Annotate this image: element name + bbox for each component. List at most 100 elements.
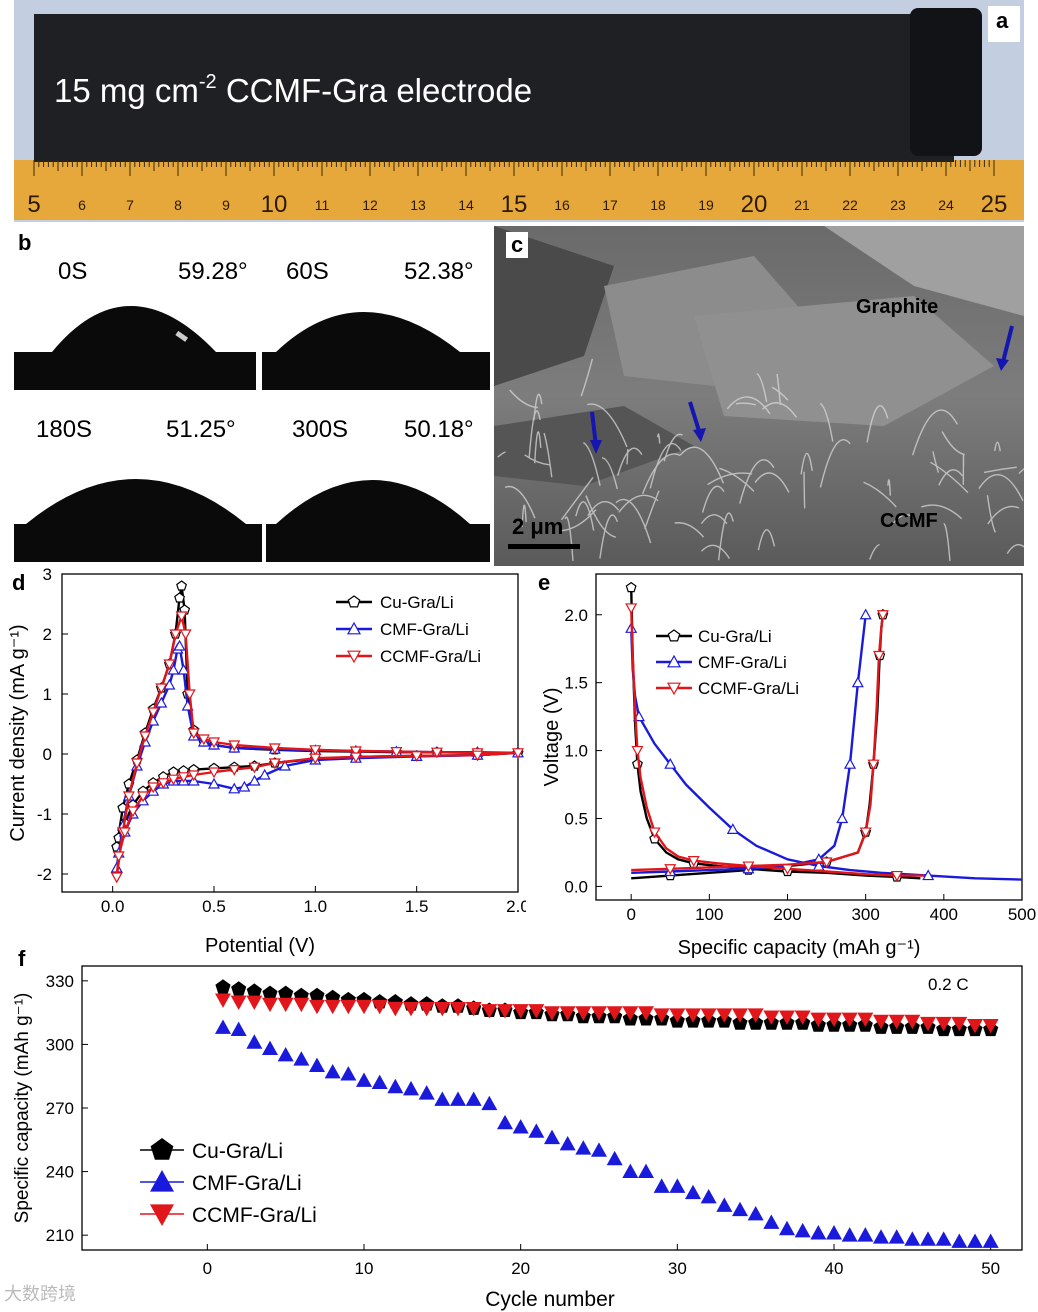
data-point (268, 758, 281, 770)
sem-fiber (504, 485, 536, 519)
y-axis-label: Current density (mA g⁻¹) (7, 624, 29, 841)
data-point (340, 1066, 357, 1081)
legend-label: CCMF-Gra/Li (192, 1204, 317, 1227)
y-axis-label: Specific capacity (mAh g⁻¹) (12, 993, 33, 1224)
droplet-180s (26, 479, 246, 524)
x-tick-label: 50 (981, 1259, 1000, 1278)
drop-time-0: 0S (58, 258, 88, 285)
data-point (126, 806, 139, 818)
data-point (820, 857, 833, 869)
drop-time-60: 60S (286, 258, 329, 285)
sem-fiber (701, 485, 725, 513)
sem-fiber (657, 433, 661, 444)
drop-angle-300: 50.18° (404, 416, 474, 443)
y-tick-label: 0.0 (564, 877, 588, 896)
legend-label: CMF-Gra/Li (192, 1172, 302, 1195)
legend-marker (667, 629, 681, 642)
data-point (215, 1019, 231, 1034)
data-point (872, 650, 885, 662)
data-point (497, 1114, 513, 1130)
sem-fiber (863, 481, 897, 508)
data-point (293, 997, 310, 1013)
sem-fiber (617, 447, 643, 476)
y-tick-label: 240 (46, 1163, 74, 1182)
ruler-label-minor: 19 (698, 197, 714, 213)
sem-fiber (938, 469, 964, 486)
data-point (747, 1205, 764, 1221)
sem-fiber (986, 495, 997, 533)
x-tick-label: 1.0 (304, 897, 328, 916)
data-point (920, 1231, 936, 1246)
ruler-label-minor: 23 (890, 197, 906, 213)
data-point (155, 696, 168, 708)
data-point (418, 1001, 435, 1017)
data-point (841, 1012, 858, 1027)
data-point (246, 1034, 263, 1049)
sem-fiber (707, 472, 753, 486)
data-point (175, 611, 188, 623)
watermark: 大数跨境 (4, 1284, 76, 1304)
sem-fiber (717, 512, 734, 561)
sem-fiber (543, 432, 553, 478)
panel-label-e: e (538, 570, 550, 595)
data-point (207, 767, 221, 779)
x-tick-label: 200 (773, 905, 801, 924)
scale-bar-label: 2 μm (512, 514, 564, 539)
y-tick-label: -2 (37, 865, 52, 884)
data-point (606, 1006, 623, 1021)
sem-fiber (521, 504, 527, 527)
x-tick-label: 20 (511, 1259, 530, 1278)
data-point (779, 1220, 795, 1236)
data-point (625, 581, 637, 593)
data-point (559, 1136, 576, 1151)
ruler-label-minor: 18 (650, 197, 666, 213)
data-point (277, 1047, 294, 1062)
legend-label: CCMF-Gra/Li (380, 647, 481, 666)
sem-fiber (601, 457, 618, 490)
data-point (309, 987, 325, 1003)
data-point (890, 870, 903, 882)
panel-b: b 0S 59.28° 60S 52.38° 180S 51.25° 300S … (0, 226, 492, 566)
x-tick-label: 100 (695, 905, 723, 924)
data-point (669, 1008, 686, 1023)
sem-fiber (983, 466, 1017, 474)
data-point (246, 995, 263, 1011)
data-point (167, 774, 180, 786)
data-point (982, 1018, 999, 1034)
panel-label-d: d (12, 570, 25, 595)
ruler-label-minor: 12 (362, 197, 378, 213)
data-point (349, 746, 362, 758)
y-tick-label: 1.5 (564, 674, 588, 693)
data-point (155, 683, 168, 695)
x-axis-label: Specific capacity (mAh g⁻¹) (678, 937, 921, 959)
y-tick-label: 0.5 (564, 810, 588, 829)
data-point (309, 753, 322, 765)
data-point (664, 864, 677, 875)
series-CCMF-Gra/Li (215, 993, 999, 1034)
x-tick-label: 0 (626, 905, 635, 924)
x-tick-label: 0.0 (101, 897, 125, 916)
sem-fiber (674, 522, 705, 538)
data-point (248, 762, 261, 774)
sem-fiber (497, 451, 506, 458)
contact-angle-images (14, 306, 490, 562)
data-point (544, 1129, 560, 1145)
ruler-label-minor: 9 (222, 197, 230, 213)
data-point (262, 985, 278, 1000)
panel-label-f: f (18, 946, 26, 971)
sem-fiber (528, 410, 541, 459)
x-axis-label: Potential (V) (205, 935, 315, 957)
data-point (904, 1231, 921, 1246)
plot-frame (61, 573, 519, 893)
legend-label: CMF-Gra/Li (380, 620, 469, 639)
x-tick-label: 0.5 (202, 897, 226, 916)
data-point (687, 856, 700, 867)
data-point (293, 1051, 310, 1066)
series-CCMF-Gra/Li (110, 611, 525, 884)
ruler-label-minor: 24 (938, 197, 954, 213)
data-point (726, 823, 739, 834)
data-point (794, 1010, 811, 1025)
legend-marker (346, 621, 362, 635)
series-CMF-Gra/Li (215, 1019, 999, 1248)
y-tick-label: 330 (46, 972, 74, 991)
